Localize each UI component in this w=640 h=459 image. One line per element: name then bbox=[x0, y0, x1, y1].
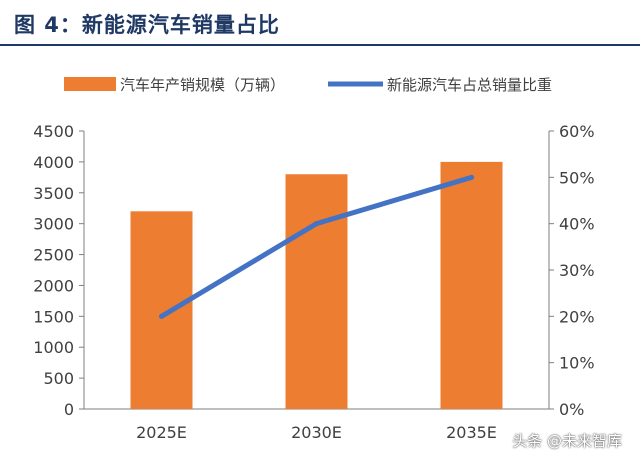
share-point bbox=[314, 221, 319, 227]
left-tick-label: 2500 bbox=[33, 246, 74, 265]
right-tick-label: 10% bbox=[559, 354, 595, 373]
right-tick-label: 40% bbox=[559, 215, 595, 234]
right-tick-label: 50% bbox=[559, 168, 595, 187]
figure-title-bar: 图 4：新能源汽车销量占比 bbox=[0, 0, 640, 46]
share-point bbox=[159, 313, 164, 319]
left-tick-label: 4000 bbox=[33, 153, 74, 172]
x-tick-label: 2035E bbox=[446, 423, 497, 442]
left-tick-label: 500 bbox=[43, 369, 74, 388]
right-tick-label: 30% bbox=[559, 261, 595, 280]
left-tick-label: 1000 bbox=[33, 338, 74, 357]
bar bbox=[285, 174, 348, 409]
figure-title: 图 4：新能源汽车销量占比 bbox=[14, 13, 280, 37]
legend-label-bar: 汽车年产销规模（万辆） bbox=[120, 76, 285, 94]
bar bbox=[440, 161, 503, 409]
right-tick-label: 60% bbox=[559, 122, 595, 141]
legend-swatch-bar bbox=[64, 77, 116, 91]
title-divider bbox=[0, 44, 640, 46]
right-tick-label: 20% bbox=[559, 307, 595, 326]
bar bbox=[130, 211, 193, 409]
legend-label-line: 新能源汽车占总销量比重 bbox=[387, 76, 552, 94]
left-tick-label: 3500 bbox=[33, 184, 74, 203]
x-tick-label: 2025E bbox=[136, 423, 187, 442]
left-tick-label: 3000 bbox=[33, 215, 74, 234]
right-tick-label: 0% bbox=[559, 400, 584, 419]
left-tick-label: 0 bbox=[64, 400, 74, 419]
left-tick-label: 1500 bbox=[33, 307, 74, 326]
left-tick-label: 2000 bbox=[33, 276, 74, 295]
share-point bbox=[469, 174, 474, 180]
watermark: 头条 @未来智库 bbox=[512, 432, 622, 450]
x-tick-label: 2030E bbox=[291, 423, 342, 442]
left-tick-label: 4500 bbox=[33, 122, 74, 141]
